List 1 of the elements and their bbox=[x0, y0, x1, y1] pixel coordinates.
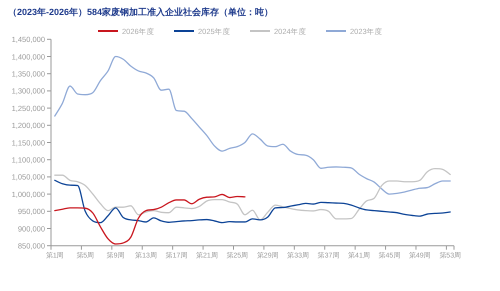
chart-title: （2023年-2026年）584家废钢加工准入企业社会库存（单位：吨） bbox=[8, 7, 274, 17]
